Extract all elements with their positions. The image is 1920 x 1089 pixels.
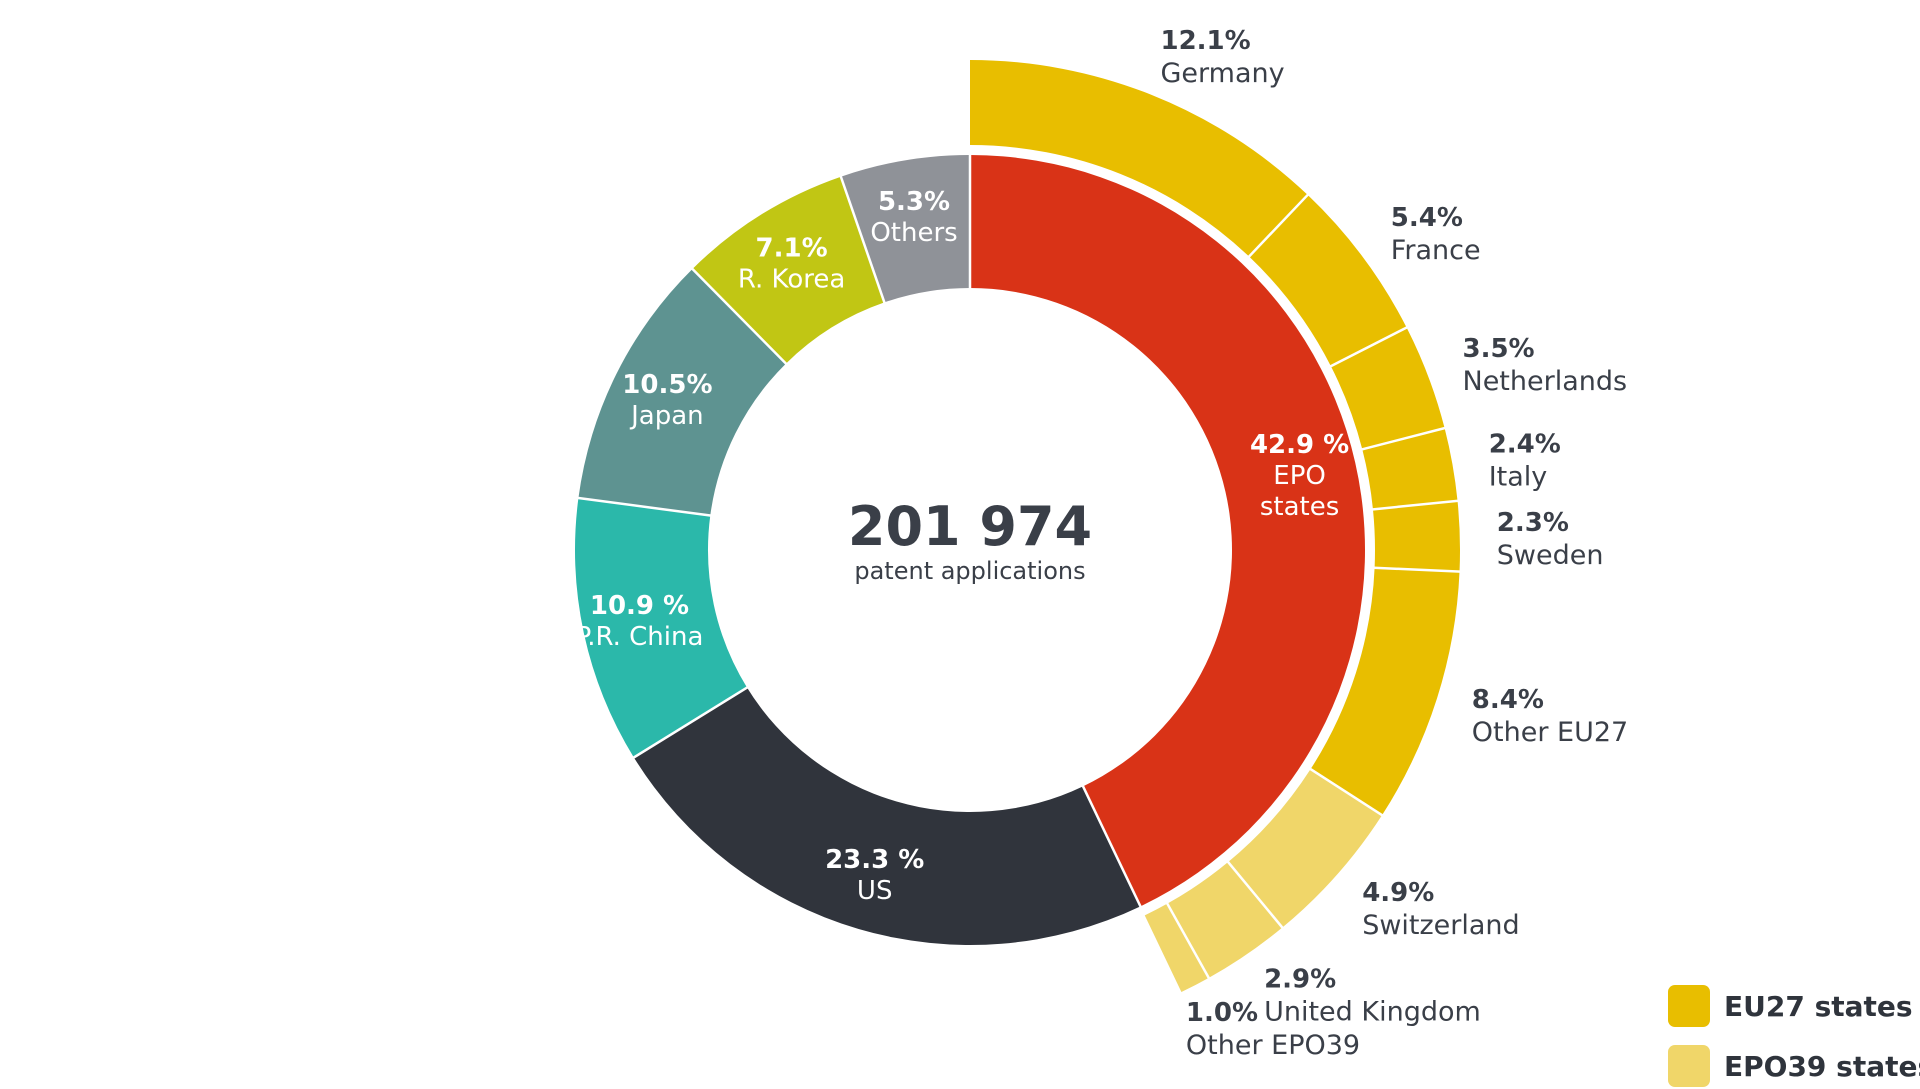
inner-slice-p-r-china	[574, 498, 748, 758]
inner-pct-p-r-china: 10.9 %	[590, 591, 689, 621]
inner-separator	[577, 496, 712, 517]
inner-label-p-r-china: P.R. China	[576, 622, 704, 652]
outer-separator	[1329, 325, 1409, 368]
outer-slice-other-eu27	[1310, 567, 1460, 816]
legend-swatch-eu27	[1668, 985, 1710, 1027]
outer-label-germany: Germany	[1161, 58, 1285, 89]
outer-pct-italy: 2.4%	[1489, 429, 1561, 459]
outer-separator	[1226, 860, 1284, 930]
inner-separator	[632, 686, 749, 760]
outer-slice-other-epo39	[1144, 903, 1209, 993]
inner-pct-others: 5.3%	[878, 187, 950, 217]
inner-label-r-korea: R. Korea	[738, 264, 845, 294]
outer-slice-sweden	[1372, 500, 1461, 572]
outer-slice-united-kingdom	[1167, 862, 1283, 978]
inner-label-epo-states-2: states	[1260, 492, 1339, 522]
inner-ring	[574, 154, 1365, 945]
outer-slice-france	[1249, 194, 1407, 367]
inner-label-us: US	[857, 876, 893, 906]
outer-pct-netherlands: 3.5%	[1463, 334, 1535, 364]
legend-label-epo39: EPO39 states	[1724, 1049, 1920, 1083]
outer-label-switzerland: Switzerland	[1362, 910, 1520, 941]
outer-separator	[1247, 193, 1310, 259]
inner-slice-epo-states	[970, 155, 1365, 907]
inner-pct-japan: 10.5%	[622, 370, 712, 400]
legend-epo39: EPO39 states	[1668, 1043, 1920, 1089]
outer-slice-germany	[970, 60, 1308, 257]
inner-label-japan: Japan	[629, 401, 704, 431]
outer-separator	[1309, 767, 1384, 817]
outer-pct-france: 5.4%	[1391, 203, 1463, 233]
inner-label-epo-states-1: EPO	[1273, 461, 1326, 491]
legend-label-eu27: EU27 states	[1724, 989, 1913, 1023]
outer-separator	[1373, 566, 1461, 573]
outer-separator	[1165, 902, 1211, 980]
inner-separator	[690, 267, 788, 366]
outer-pct-united-kingdom: 2.9%	[1264, 965, 1336, 995]
total-applications: 201 974	[848, 495, 1092, 558]
outer-slice-italy	[1362, 428, 1458, 510]
outer-label-other-eu27: Other EU27	[1472, 717, 1628, 748]
inner-slice-others	[840, 155, 970, 303]
outer-labels: 12.1%Germany 5.4%France 3.5%Netherlands 2.4…	[1161, 26, 1629, 1061]
outer-label-other-epo39: Other EPO39	[1186, 1030, 1360, 1061]
outer-separator	[1360, 426, 1446, 451]
outer-slice-switzerland	[1228, 769, 1383, 928]
inner-label-others: Others	[870, 218, 957, 248]
inner-pct-us: 23.3 %	[825, 845, 924, 875]
inner-separator	[1081, 784, 1142, 908]
inner-slice-us	[633, 687, 1141, 945]
center-text: 201 974 patent applications	[848, 495, 1092, 585]
inner-separator	[839, 175, 886, 304]
outer-slice-netherlands	[1330, 327, 1445, 450]
inner-pct-epo-states: 42.9 %	[1250, 430, 1349, 460]
outer-pct-germany: 12.1%	[1161, 26, 1251, 56]
outer-label-france: France	[1391, 235, 1481, 266]
legend-eu27: EU27 states	[1668, 983, 1920, 1029]
outer-separator	[1371, 499, 1459, 511]
outer-pct-other-eu27: 8.4%	[1472, 685, 1544, 715]
legend-swatch-epo39	[1668, 1045, 1710, 1087]
outer-label-italy: Italy	[1489, 461, 1548, 492]
outer-label-sweden: Sweden	[1497, 540, 1604, 571]
inner-pct-r-korea: 7.1%	[756, 233, 828, 263]
outer-pct-switzerland: 4.9%	[1362, 878, 1434, 908]
inner-slice-japan	[578, 268, 786, 516]
outer-pct-sweden: 2.3%	[1497, 508, 1569, 538]
outer-ring	[970, 60, 1461, 993]
total-caption: patent applications	[854, 557, 1085, 585]
outer-pct-other-epo39: 1.0%	[1186, 998, 1258, 1028]
outer-label-united-kingdom: United Kingdom	[1264, 997, 1481, 1028]
outer-label-netherlands: Netherlands	[1463, 366, 1628, 397]
